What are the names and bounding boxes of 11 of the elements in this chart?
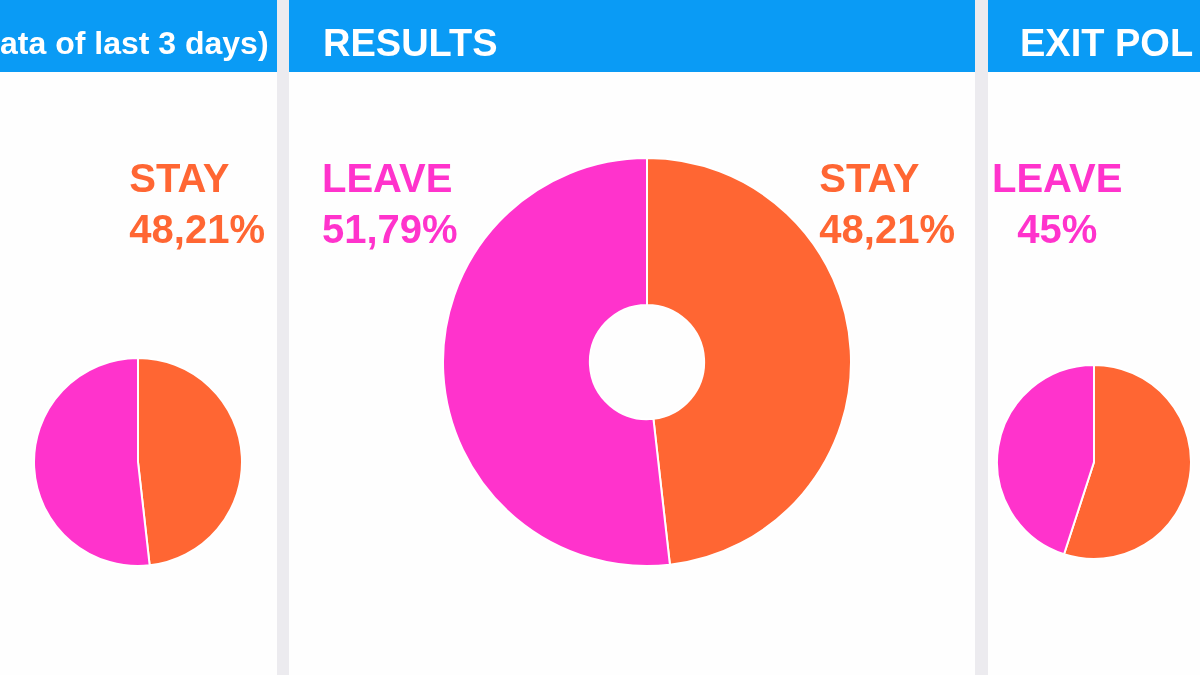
slice-label: STAY	[129, 156, 230, 200]
chart-title: RESULTS	[323, 22, 498, 64]
chart-title: ata of last 3 days)	[0, 25, 269, 61]
data-label: 45%	[1017, 207, 1098, 251]
slice-label: LEAVE	[322, 156, 453, 200]
data-label: 51,79%	[322, 207, 458, 251]
slice-label: LEAVE	[992, 156, 1123, 200]
slice-label: STAY	[819, 156, 920, 200]
chart-title: EXIT POL	[1020, 22, 1194, 64]
data-label: 48,21%	[129, 207, 266, 251]
data-label: 48,21%	[819, 207, 956, 251]
